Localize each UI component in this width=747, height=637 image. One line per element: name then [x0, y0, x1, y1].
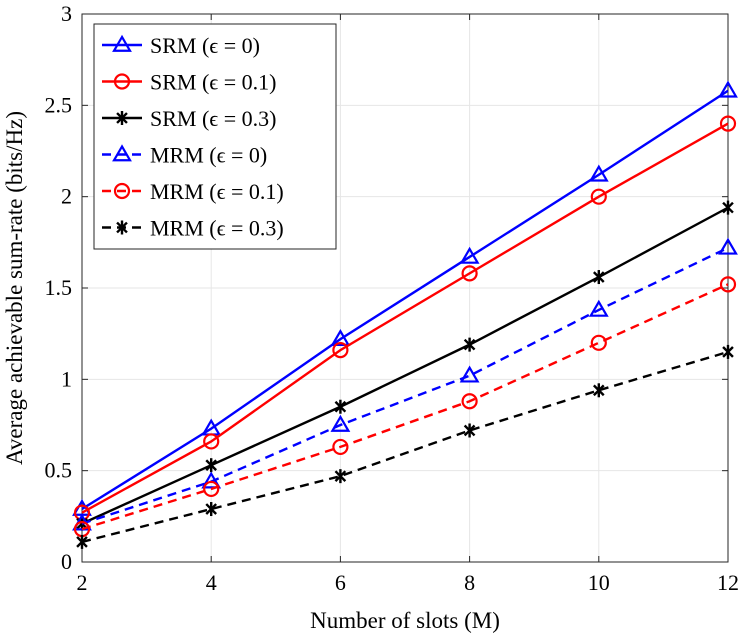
series-line — [81, 89, 729, 511]
legend-label: SRM (ϵ = 0) — [150, 33, 260, 58]
data-point — [330, 328, 351, 347]
legend-marker — [116, 220, 128, 235]
y-tick-label: 1 — [61, 366, 72, 391]
series-5 — [76, 344, 734, 549]
asterisk-stroke — [76, 536, 88, 548]
asterisk-stroke — [205, 503, 217, 515]
data-point — [334, 399, 347, 414]
series-layer — [72, 80, 738, 549]
data-point — [718, 237, 738, 255]
legend-label: MRM (ϵ = 0.1) — [150, 179, 284, 204]
plot-frame — [81, 13, 729, 563]
data-point — [334, 469, 347, 484]
legend-label: MRM (ϵ = 0) — [150, 143, 267, 168]
data-point — [590, 188, 607, 205]
data-point — [332, 342, 349, 359]
x-tick-label: 10 — [588, 570, 610, 595]
y-tick-label: 1.5 — [45, 275, 73, 300]
asterisk-stroke — [593, 271, 605, 283]
data-point — [205, 458, 217, 473]
legend-marker — [113, 73, 131, 90]
legend-label: SRM (ϵ = 0.3) — [150, 106, 276, 131]
y-tick-label: 3 — [61, 1, 72, 26]
data-point — [722, 344, 734, 359]
legend-marker — [112, 34, 132, 52]
data-point — [461, 393, 478, 410]
grid — [81, 13, 729, 563]
asterisk-stroke — [116, 221, 128, 234]
data-point — [332, 438, 349, 456]
x-tick-label: 8 — [464, 570, 475, 595]
asterisk-stroke — [334, 400, 347, 413]
series-4 — [73, 276, 737, 538]
asterisk-stroke — [463, 424, 476, 437]
asterisk-stroke — [593, 384, 605, 397]
legend-label: MRM (ϵ = 0.3) — [150, 216, 284, 241]
data-point — [593, 270, 605, 285]
data-point — [459, 246, 480, 264]
asterisk-stroke — [463, 338, 476, 351]
series-line — [81, 350, 729, 544]
data-point — [719, 276, 737, 293]
legend-marker — [113, 182, 131, 200]
data-point — [203, 480, 220, 498]
asterisk-stroke — [116, 112, 128, 124]
series-line — [81, 246, 729, 525]
data-point — [722, 200, 734, 215]
series-line — [81, 122, 729, 514]
legend-box — [93, 23, 337, 250]
series-line — [81, 206, 729, 525]
data-point — [588, 164, 609, 182]
axes: 2 4 6 8 10 12 0 0.5 1 1.5 2 2.5 3 — [45, 1, 740, 595]
x-tick-label: 2 — [77, 570, 88, 595]
data-point — [76, 534, 88, 549]
data-point — [205, 502, 217, 517]
data-point — [330, 414, 351, 432]
data-point — [588, 299, 609, 317]
x-axis-label: Number of slots (M) — [310, 608, 500, 633]
x-tick-label: 4 — [206, 570, 217, 595]
y-tick-label: 0.5 — [45, 458, 73, 483]
y-tick-label: 2 — [61, 184, 72, 209]
data-point — [590, 334, 607, 351]
y-axis-label: Average achievable sum-rate (bits/Hz) — [2, 111, 27, 465]
legend-marker — [112, 144, 132, 162]
asterisk-stroke — [722, 201, 734, 214]
data-point — [718, 80, 738, 98]
y-tick-label: 0 — [61, 549, 72, 574]
data-point — [461, 265, 478, 282]
asterisk-stroke — [722, 346, 734, 358]
y-tick-label: 2.5 — [45, 92, 73, 117]
data-point — [719, 115, 737, 132]
legend-marker — [116, 111, 128, 125]
asterisk-stroke — [334, 470, 347, 482]
series-1 — [73, 115, 737, 521]
data-point — [201, 471, 222, 489]
data-point — [593, 383, 605, 398]
data-point — [463, 337, 476, 352]
series-line — [81, 283, 729, 531]
asterisk-stroke — [205, 459, 217, 471]
data-point — [203, 433, 220, 450]
legend-label: SRM (ϵ = 0.1) — [150, 70, 276, 95]
x-tick-label: 6 — [335, 570, 346, 595]
data-point — [459, 365, 480, 383]
x-tick-label: 12 — [717, 570, 739, 595]
data-point — [463, 423, 476, 438]
legend: SRM (ϵ = 0) SRM (ϵ = 0.1) SRM (ϵ = 0.3) MRM… — [93, 23, 337, 250]
